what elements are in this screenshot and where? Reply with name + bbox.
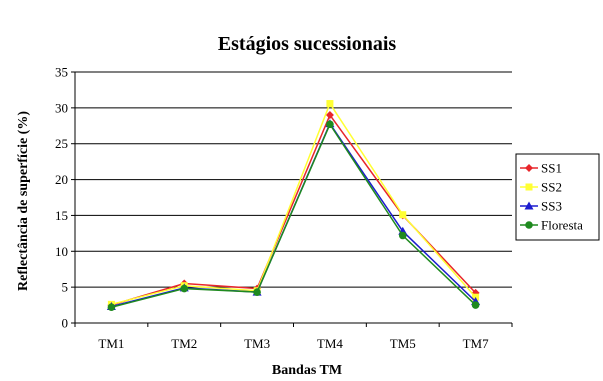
legend-item-ss1: SS1 bbox=[520, 161, 562, 176]
series-ss2 bbox=[107, 100, 480, 308]
legend-item-ss3: SS3 bbox=[520, 199, 562, 214]
chart-title: Estágios sucessionais bbox=[218, 33, 397, 55]
data-point bbox=[326, 100, 334, 108]
legend-label: Floresta bbox=[541, 218, 583, 233]
data-point bbox=[398, 231, 407, 240]
series-line bbox=[111, 122, 477, 308]
data-point bbox=[325, 111, 334, 120]
x-tick-label: TM1 bbox=[98, 336, 124, 351]
data-point bbox=[399, 211, 407, 219]
legend-marker bbox=[525, 164, 533, 172]
legend-marker bbox=[525, 221, 533, 229]
x-tick-label: TM3 bbox=[244, 336, 270, 351]
x-axis-ticks: TM1 TM2 TM3 TM4 TM5 TM7 bbox=[74, 323, 513, 351]
x-tick-label: TM4 bbox=[317, 336, 344, 351]
data-point bbox=[471, 301, 480, 309]
series-line bbox=[111, 101, 477, 306]
series-floresta bbox=[107, 120, 480, 312]
data-point bbox=[326, 120, 334, 129]
series-ss3 bbox=[106, 119, 481, 311]
data-point bbox=[180, 284, 189, 293]
x-tick-label: TM7 bbox=[463, 336, 490, 351]
y-axis-title: Reflectância de superfície (%) bbox=[16, 111, 31, 291]
y-tick-label: 0 bbox=[62, 316, 69, 331]
y-tick-label: 25 bbox=[55, 136, 68, 151]
gridlines bbox=[75, 71, 512, 288]
legend-label: SS3 bbox=[541, 199, 562, 214]
y-tick-label: 30 bbox=[55, 100, 68, 115]
y-tick-label: 20 bbox=[55, 172, 68, 187]
legend-item-floresta: Floresta bbox=[520, 218, 583, 233]
legend-label: SS2 bbox=[541, 180, 562, 195]
legend-label: SS1 bbox=[541, 161, 562, 176]
legend-marker bbox=[524, 201, 534, 210]
x-tick-label: TM5 bbox=[390, 336, 416, 351]
legend: SS1 SS2 SS3 Floresta bbox=[515, 153, 600, 241]
y-tick-label: 10 bbox=[55, 244, 68, 259]
y-tick-label: 5 bbox=[62, 280, 69, 295]
legend-marker bbox=[525, 183, 533, 191]
y-axis-ticks: 0 5 10 15 20 25 30 35 bbox=[55, 65, 75, 331]
series-group bbox=[106, 100, 481, 312]
data-point bbox=[253, 288, 261, 296]
x-axis-title: Bandas TM bbox=[272, 363, 342, 378]
y-tick-label: 35 bbox=[55, 65, 68, 80]
y-tick-label: 15 bbox=[55, 208, 68, 223]
x-tick-label: TM2 bbox=[171, 336, 197, 351]
legend-item-ss2: SS2 bbox=[520, 180, 562, 195]
data-point bbox=[107, 303, 116, 312]
